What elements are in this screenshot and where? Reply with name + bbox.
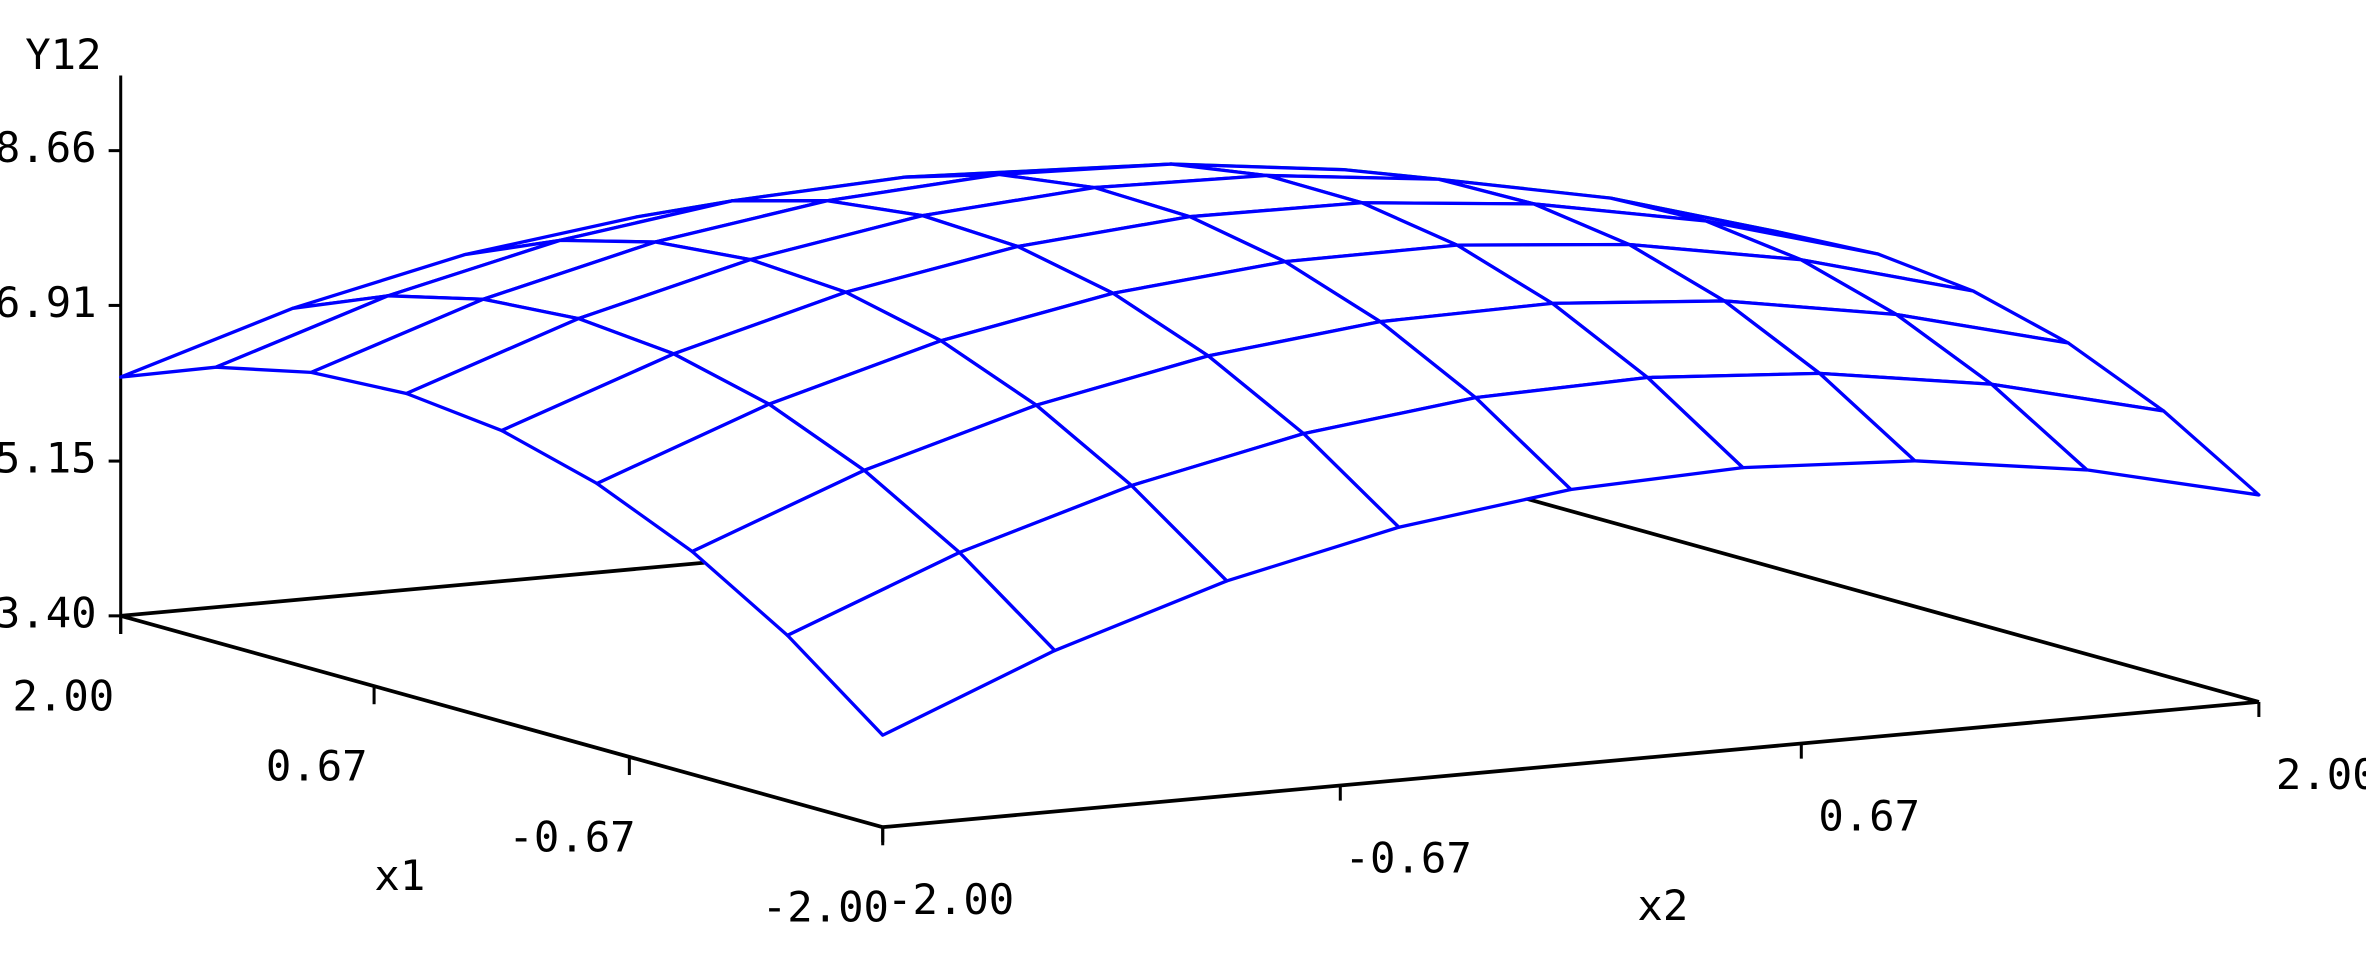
z-tick-label: 5.15 (0, 434, 97, 483)
x1-tick-label: 2.00 (13, 671, 115, 720)
x1-tick-label: 0.67 (266, 742, 368, 791)
x2-tick-label: 2.00 (2276, 750, 2366, 799)
base-edge (1496, 488, 2260, 704)
base-edge (120, 614, 884, 829)
z-tick-label: 8.66 (0, 123, 97, 172)
base-edge (882, 700, 2260, 830)
x1-axis-label: x1 (374, 851, 425, 900)
x1-tick-label: -0.67 (508, 812, 635, 861)
x1-tick-label: -2.00 (762, 883, 889, 932)
surface-cell (785, 550, 1057, 737)
z-tick-label: 3.40 (0, 588, 97, 637)
x2-tick-label: 0.67 (1818, 792, 1920, 841)
x2-tick-label: -0.67 (1345, 833, 1472, 882)
x2-tick-label: -2.00 (887, 875, 1014, 924)
x2-axis-label: x2 (1637, 881, 1688, 930)
z-tick-label: 6.91 (0, 278, 97, 327)
z-axis-label: Y12 (25, 30, 101, 79)
